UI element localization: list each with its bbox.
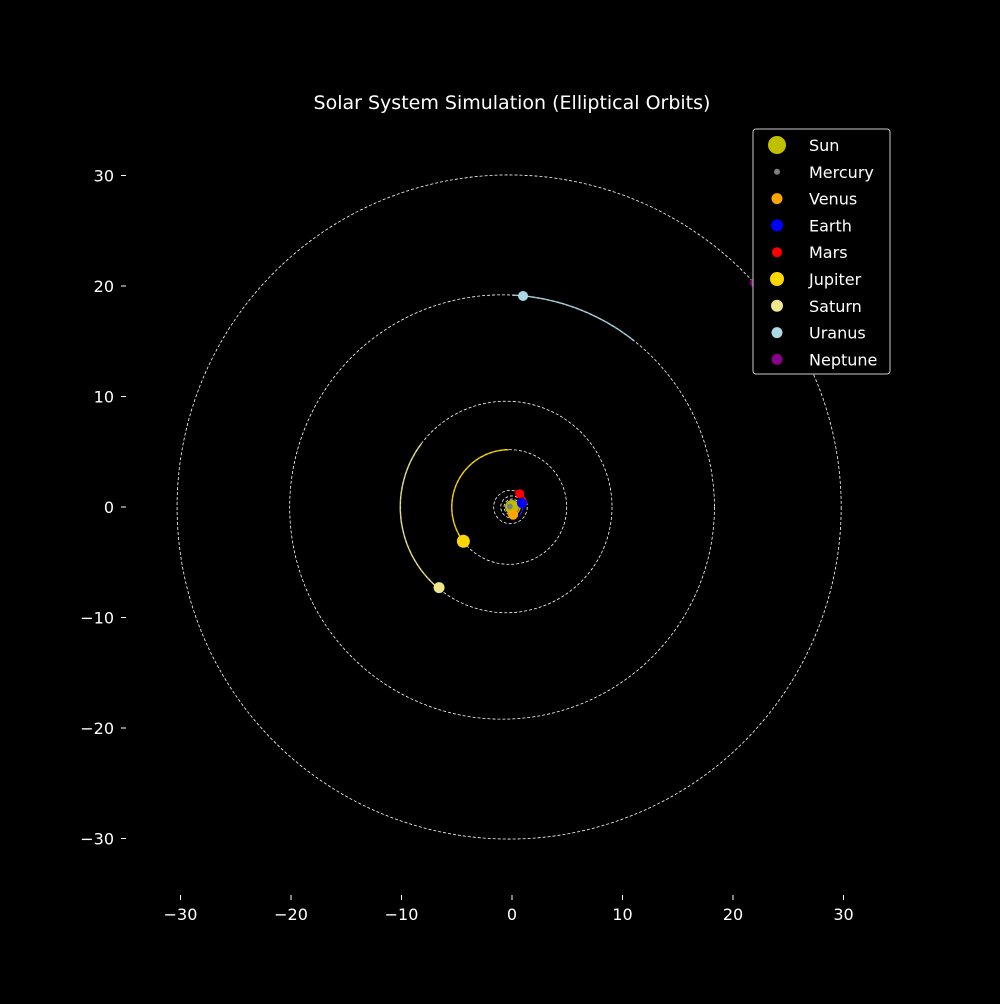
legend-label-mercury: Mercury xyxy=(809,163,874,182)
x-tick-label: −10 xyxy=(385,905,419,924)
legend-label-saturn: Saturn xyxy=(809,297,862,316)
x-tick-label: 30 xyxy=(833,905,853,924)
y-tick-label: 30 xyxy=(94,167,114,186)
legend-label-neptune: Neptune xyxy=(809,350,877,369)
y-tick-label: 10 xyxy=(94,388,114,407)
legend-marker-mars xyxy=(772,247,782,257)
marker-mars xyxy=(515,489,524,498)
legend-marker-uranus xyxy=(772,327,783,338)
legend-marker-sun xyxy=(768,136,786,154)
marker-saturn xyxy=(434,582,445,593)
legend-label-mars: Mars xyxy=(809,243,848,262)
legend-marker-jupiter xyxy=(770,272,784,286)
chart-title: Solar System Simulation (Elliptical Orbi… xyxy=(314,92,711,114)
y-tick-label: 0 xyxy=(104,498,114,517)
x-tick-label: 10 xyxy=(612,905,632,924)
legend-marker-saturn xyxy=(771,300,783,312)
x-tick-label: 20 xyxy=(723,905,743,924)
legend-label-earth: Earth xyxy=(809,216,852,235)
marker-jupiter xyxy=(457,535,470,548)
y-tick-label: −20 xyxy=(80,719,114,738)
marker-uranus xyxy=(518,291,528,301)
legend-marker-mercury xyxy=(774,169,780,175)
x-tick-label: 0 xyxy=(507,905,517,924)
legend: Sun Mercury Venus Earth Mars Jupiter Saturn Ura… xyxy=(753,129,890,374)
y-tick-label: −10 xyxy=(80,609,114,628)
legend-label-jupiter: Jupiter xyxy=(808,270,862,289)
y-tick-label: −30 xyxy=(80,830,114,849)
legend-marker-earth xyxy=(771,219,783,231)
legend-label-venus: Venus xyxy=(809,190,857,209)
marker-mercury xyxy=(507,503,513,509)
y-tick-label: 20 xyxy=(94,277,114,296)
legend-label-sun: Sun xyxy=(809,136,839,155)
legend-marker-neptune xyxy=(772,354,783,365)
legend-label-uranus: Uranus xyxy=(809,324,866,343)
x-tick-label: −30 xyxy=(164,905,198,924)
marker-venus xyxy=(508,510,518,520)
x-tick-label: −20 xyxy=(274,905,308,924)
marker-earth xyxy=(517,498,527,508)
legend-marker-venus xyxy=(772,193,783,204)
